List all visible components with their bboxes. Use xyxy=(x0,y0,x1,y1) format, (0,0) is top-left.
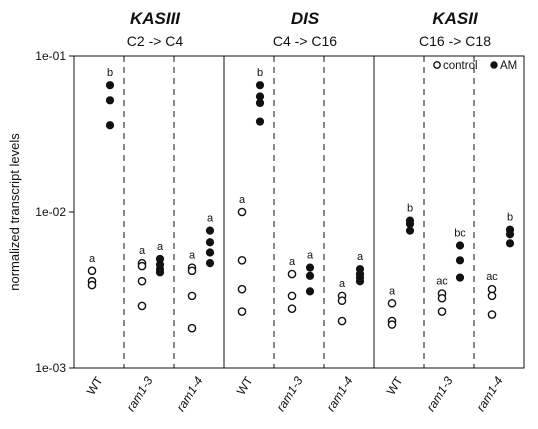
am-point xyxy=(405,219,415,228)
control-point xyxy=(137,261,147,271)
am-significance-label: b xyxy=(257,67,263,79)
am-point xyxy=(305,271,315,280)
control-significance-label: a xyxy=(139,245,146,257)
control-point xyxy=(337,296,347,306)
data-points-layer xyxy=(87,61,515,333)
control-significance-label: a xyxy=(289,256,296,268)
control-point xyxy=(287,269,297,279)
control-significance-label: a xyxy=(389,285,396,297)
control-significance-label: a xyxy=(339,278,346,290)
control-significance-label: a xyxy=(89,253,96,265)
am-significance-label: bc xyxy=(454,227,466,239)
control-point xyxy=(237,307,247,316)
am-point xyxy=(455,273,465,282)
x-tick-label-genotype: ram1-4 xyxy=(174,374,206,414)
panel-reaction-subtitle: C4 -> C16 xyxy=(273,33,337,49)
control-significance-label: ac xyxy=(486,271,498,283)
control-significance-label: a xyxy=(239,194,246,206)
control-point xyxy=(387,298,397,308)
control-point xyxy=(187,323,197,333)
x-tick-label-genotype: ram1-3 xyxy=(274,374,306,414)
panel-reaction-subtitle: C2 -> C4 xyxy=(127,33,184,49)
x-tick-label-genotype: WT xyxy=(234,374,256,398)
am-point xyxy=(205,248,215,257)
am-point xyxy=(455,241,465,250)
am-significance-label: a xyxy=(357,251,364,263)
am-significance-label: a xyxy=(307,250,314,262)
am-point xyxy=(455,256,465,265)
am-point xyxy=(105,121,115,130)
y-axis-label: normalized transcript levels xyxy=(7,133,22,291)
control-point xyxy=(87,266,97,276)
control-point xyxy=(87,280,97,290)
control-point xyxy=(387,320,397,329)
y-tick-label: 1e-03 xyxy=(35,361,66,375)
am-significance-label: b xyxy=(407,203,413,215)
y-tick-label: 1e-02 xyxy=(35,205,66,219)
am-significance-label: a xyxy=(207,213,214,225)
x-tick-label-genotype: ram1-4 xyxy=(474,374,506,414)
control-significance-label: ac xyxy=(436,276,448,288)
legend-control-label: control xyxy=(443,60,478,72)
control-point xyxy=(287,291,297,301)
control-point xyxy=(187,266,197,276)
am-point xyxy=(505,230,515,239)
legend-control-marker xyxy=(433,61,441,69)
control-point xyxy=(437,307,447,316)
x-tick-label-genotype: WT xyxy=(84,374,106,398)
am-point xyxy=(205,259,215,268)
am-point xyxy=(305,263,315,272)
x-tick-label-genotype: WT xyxy=(384,374,406,398)
control-point xyxy=(437,293,447,303)
am-point xyxy=(105,96,115,105)
control-point xyxy=(237,256,247,265)
panel-gene-title: KASII xyxy=(432,9,479,28)
control-point xyxy=(487,310,497,319)
panel-gene-title: KASIII xyxy=(130,9,181,28)
am-point xyxy=(155,268,165,277)
control-point xyxy=(187,291,197,301)
am-point xyxy=(105,81,115,90)
am-point xyxy=(255,81,265,90)
am-significance-label: b xyxy=(507,212,513,224)
x-tick-label-genotype: ram1-3 xyxy=(424,374,456,414)
control-significance-label: a xyxy=(189,250,196,262)
x-tick-label-genotype: ram1-3 xyxy=(124,374,156,414)
am-point xyxy=(405,226,415,235)
text-layer: 1e-01 1e-02 1e-03 normalized transcript lev… xyxy=(7,9,517,414)
control-point xyxy=(237,284,247,294)
am-point xyxy=(205,226,215,235)
control-point xyxy=(337,316,347,326)
am-significance-label: a xyxy=(157,241,164,253)
legend-am-label: AM xyxy=(500,60,517,72)
am-point xyxy=(305,287,315,296)
control-point xyxy=(137,276,147,286)
plot-area-border xyxy=(73,55,525,369)
panel-gene-title: DIS xyxy=(291,9,320,28)
x-tick-label-genotype: ram1-4 xyxy=(324,374,356,414)
am-significance-label: b xyxy=(107,67,113,79)
control-point xyxy=(487,291,497,301)
plot-frame-layer xyxy=(69,55,525,369)
am-point xyxy=(355,277,365,286)
legend-am-marker xyxy=(490,61,498,69)
am-point xyxy=(205,238,215,247)
am-point xyxy=(505,239,515,248)
panel-reaction-subtitle: C16 -> C18 xyxy=(419,33,491,49)
am-point xyxy=(255,117,265,126)
y-tick-label: 1e-01 xyxy=(35,49,66,63)
control-point xyxy=(137,301,147,311)
control-point xyxy=(287,304,297,313)
control-point xyxy=(237,207,247,217)
am-point xyxy=(255,98,265,108)
